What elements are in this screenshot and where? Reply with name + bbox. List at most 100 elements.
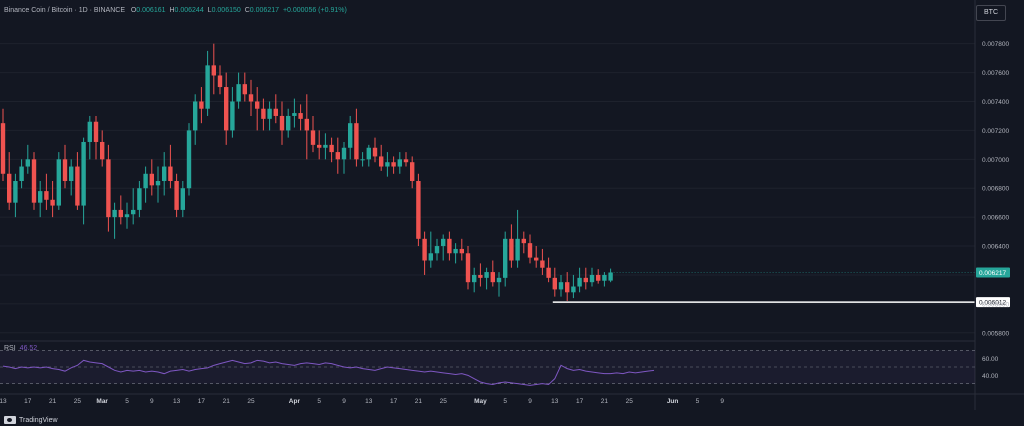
candle-bearish	[546, 267, 551, 278]
candle-bullish	[515, 238, 520, 261]
candle-bearish	[224, 87, 229, 131]
candle-bearish	[372, 147, 378, 157]
candle-bullish	[38, 191, 43, 203]
candle-bearish	[168, 166, 173, 181]
rsi-name: RSI	[4, 345, 16, 352]
support-line-group[interactable]: 0.006012	[552, 297, 1010, 308]
symbol-title[interactable]: Binance Coin / Bitcoin · 1D · BINANCE	[4, 7, 125, 14]
price-tick-label: 0.007400	[982, 99, 1009, 106]
tradingview-logo-icon	[4, 416, 16, 424]
candle-bullish	[441, 238, 446, 247]
candle-bearish	[565, 282, 570, 293]
low-value: 0.006150	[211, 7, 241, 14]
candle-bullish	[180, 188, 185, 210]
time-tick-label: 5	[125, 398, 129, 405]
rsi-legend[interactable]: RSI 46.52	[4, 345, 37, 352]
time-tick-label: 25	[440, 398, 448, 405]
time-tick-label: 13	[173, 398, 181, 405]
candle-bearish	[7, 173, 12, 203]
time-tick-label: 5	[696, 398, 700, 405]
candle-bearish	[329, 144, 334, 153]
candle-bullish	[155, 181, 161, 186]
candle-bearish	[490, 272, 495, 283]
rsi-tick-label: 60.00	[982, 356, 999, 363]
candle-bearish	[31, 159, 37, 203]
candle-bullish	[292, 113, 297, 116]
price-axis[interactable]: 0.007800 0.007600 0.007400 0.007200 0.007000…	[610, 0, 1010, 410]
time-tick-label: 25	[626, 398, 634, 405]
candle-bullish	[323, 144, 328, 148]
candle-bullish	[503, 238, 508, 278]
rsi-tick-label: 40.00	[982, 373, 999, 380]
candle-bearish	[211, 65, 216, 76]
candle-bullish	[589, 274, 595, 283]
candle-bearish	[118, 209, 123, 218]
price-tick-label: 0.005800	[982, 330, 1009, 337]
candle-bearish	[459, 248, 464, 254]
candle-bearish	[596, 274, 601, 281]
candle-bearish	[310, 130, 316, 145]
close-label: C	[244, 7, 250, 14]
time-tick-label: 21	[49, 398, 57, 405]
candle-bullish	[366, 147, 371, 160]
time-tick-label: 25	[74, 398, 82, 405]
rsi-pane: 60.00 40.00	[0, 340, 999, 386]
candle-bearish	[106, 159, 111, 218]
candle-bullish	[230, 101, 235, 131]
candle-bullish	[484, 272, 489, 278]
symbol-info-bar: Binance Coin / Bitcoin · 1D · BINANCE O0…	[0, 0, 975, 22]
candle-bearish	[255, 101, 260, 109]
candle-bearish	[0, 123, 6, 174]
candle-bullish	[385, 162, 390, 167]
time-tick-label: 21	[601, 398, 609, 405]
candle-bullish	[472, 274, 477, 283]
time-tick-label: 9	[528, 398, 532, 405]
open-label: O	[130, 7, 137, 14]
candle-bullish	[137, 188, 142, 210]
high-value: 0.006244	[174, 7, 204, 14]
candle-bullish	[236, 84, 241, 102]
candle-bearish	[379, 156, 384, 167]
candle-bullish	[56, 159, 61, 206]
candle-bullish	[286, 115, 291, 131]
candle-bullish	[453, 248, 458, 254]
candle-bullish	[193, 101, 198, 131]
close-value: 0.006217	[249, 7, 279, 14]
time-axis[interactable]: 13 17 21 25 Mar 5 9 13 17 21 25 Apr 5 9 13 17 21 25 May 5 9 1…	[0, 393, 1024, 405]
candle-bullish	[577, 277, 582, 287]
candle-bearish	[248, 94, 254, 102]
tradingview-logo[interactable]: TradingView	[4, 414, 58, 426]
currency-button[interactable]: BTC	[976, 5, 1006, 21]
candles	[0, 43, 613, 301]
candle-bullish	[571, 286, 576, 293]
candle-bearish	[521, 238, 526, 244]
open-value: 0.006161	[136, 7, 166, 14]
candle-bullish	[205, 65, 210, 109]
candle-bearish	[242, 84, 247, 95]
candle-bearish	[540, 260, 545, 268]
candle-bearish	[416, 181, 421, 239]
candle-bearish	[93, 121, 99, 142]
time-tick-label: 21	[415, 398, 423, 405]
candle-bearish	[62, 159, 68, 181]
support-price-tag	[976, 297, 1010, 308]
candle-bearish	[335, 152, 340, 160]
time-tick-label: 21	[223, 398, 231, 405]
rsi-value: 46.52	[19, 345, 38, 352]
candle-bearish	[447, 238, 452, 254]
candle-bullish	[162, 166, 167, 181]
candle-bullish	[81, 141, 86, 206]
time-tick-label: 5	[503, 398, 507, 405]
candle-bullish	[496, 277, 502, 283]
low-label: L	[207, 7, 212, 14]
candle-bearish	[403, 159, 409, 163]
change-value: +0.000056 (+0.91%)	[282, 7, 347, 14]
time-tick-label: 25	[247, 398, 255, 405]
candle-bearish	[552, 277, 557, 290]
candle-bearish	[583, 277, 588, 283]
candle-bearish	[354, 123, 359, 160]
candle-bullish	[69, 166, 74, 181]
rsi-line	[2, 359, 655, 386]
candle-bullish	[143, 173, 148, 189]
